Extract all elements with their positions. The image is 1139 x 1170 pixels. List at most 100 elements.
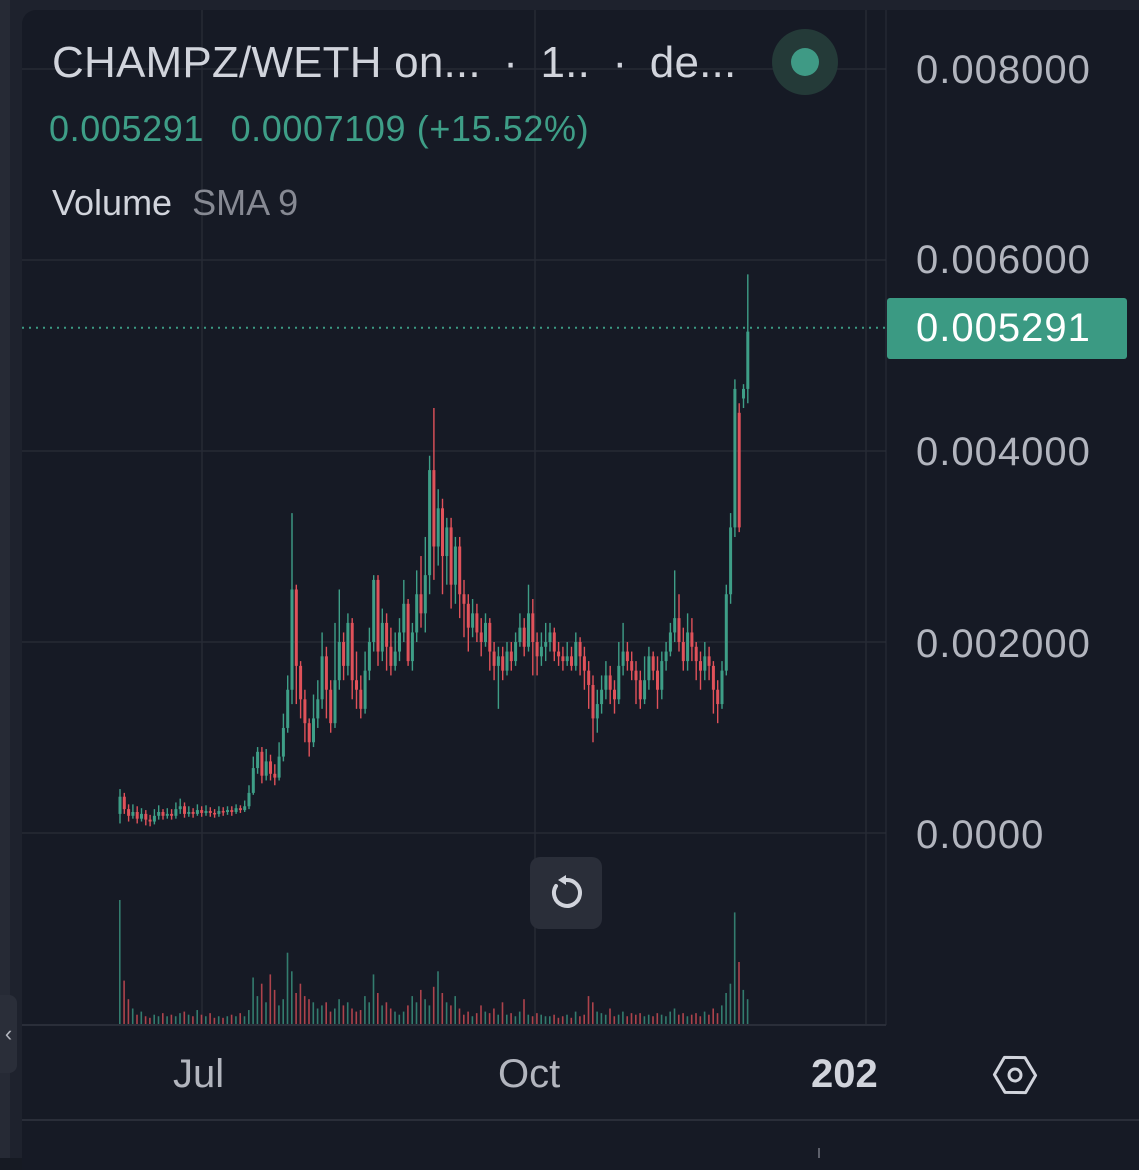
volume-legend[interactable]: Volume SMA 9 (52, 182, 298, 224)
candle-body (324, 656, 328, 690)
candle-body (548, 632, 552, 642)
volume-bar (432, 986, 435, 1024)
volume-bar (166, 1016, 168, 1024)
candle-body (638, 680, 642, 700)
candle-body (398, 632, 401, 652)
legend-title[interactable]: CHAMPZ/WETH on... · 1.. · de... (52, 38, 736, 88)
candle-body (471, 613, 475, 628)
candle-body (183, 806, 186, 814)
volume-label[interactable]: Volume (52, 182, 173, 223)
candle (509, 642, 513, 671)
candle-body (264, 761, 268, 776)
volume-bar (626, 1016, 628, 1024)
volume-bar (351, 1008, 353, 1024)
candle-body (389, 646, 393, 666)
volume-bar (407, 1005, 409, 1024)
volume-bar (733, 912, 736, 1024)
candle-body (312, 718, 315, 743)
volume-bar (587, 996, 590, 1024)
candle-body (281, 727, 285, 757)
candle (178, 798, 182, 814)
candle (557, 642, 561, 666)
candle (333, 622, 337, 728)
volume-bar (604, 1014, 607, 1024)
volume-bar (415, 1002, 418, 1024)
settings-button[interactable] (990, 1050, 1040, 1100)
candle-body (677, 618, 681, 642)
candle-body (355, 680, 358, 690)
candle (668, 622, 672, 657)
candle-body (286, 689, 290, 728)
candle-body (165, 813, 169, 816)
candle (505, 642, 509, 676)
candle (552, 627, 556, 662)
candle-body (660, 661, 664, 690)
candle (488, 618, 492, 671)
candle (324, 646, 328, 719)
volume-bar (316, 1008, 319, 1024)
chart-panel[interactable] (22, 10, 1139, 1170)
volume-bar (381, 1005, 383, 1024)
candle (720, 661, 724, 709)
candle-body (565, 656, 569, 662)
candle-body (742, 388, 745, 399)
candle (462, 579, 466, 638)
volume-bar (372, 974, 375, 1024)
candle (281, 713, 285, 762)
candle (565, 642, 569, 666)
candle (238, 805, 242, 813)
candle-body (690, 632, 694, 647)
volume-sma-label[interactable]: SMA 9 (192, 182, 299, 223)
candle (458, 536, 462, 619)
candle (243, 800, 247, 812)
reset-view-button[interactable] (530, 857, 602, 929)
candle-body (664, 651, 668, 662)
legend-source[interactable]: de... (649, 38, 737, 87)
legend-symbol[interactable]: CHAMPZ/WETH on... (52, 38, 481, 87)
volume-bar (394, 1011, 396, 1024)
candle (453, 536, 457, 604)
candle (329, 680, 333, 733)
candle (617, 642, 621, 705)
volume-bar (273, 989, 276, 1024)
status-dot-icon[interactable] (772, 29, 838, 95)
volume-bar (523, 999, 525, 1024)
volume-bar (437, 971, 439, 1024)
volume-bar (140, 1011, 143, 1024)
candle (716, 680, 720, 724)
volume-bar (295, 993, 297, 1024)
volume-bar (308, 999, 310, 1024)
volume-bar (368, 1002, 370, 1024)
volume-bar (312, 1002, 315, 1024)
candle (165, 808, 169, 819)
candle (539, 632, 543, 666)
candle-body (428, 470, 432, 576)
candle (355, 651, 358, 709)
candle-body (651, 656, 655, 671)
volume-bar (364, 996, 366, 1024)
candle (471, 599, 475, 638)
legend-interval[interactable]: 1.. (540, 38, 591, 87)
candle-body (195, 810, 199, 814)
volume-bar (162, 1013, 164, 1024)
volume-bar (712, 1008, 714, 1024)
volume-bar (321, 1005, 323, 1024)
volume-bar (527, 1014, 530, 1024)
candle-body (230, 810, 234, 812)
volume-bar (716, 1013, 719, 1024)
candle-body (359, 689, 363, 709)
volume-bar (725, 993, 727, 1024)
candle-body (191, 811, 195, 814)
candle (161, 809, 165, 820)
candle-body (432, 470, 436, 547)
candle-body (531, 613, 535, 642)
volume-bar (480, 1005, 482, 1024)
candle-body (604, 675, 608, 690)
candle (608, 665, 612, 705)
collapse-left-icon[interactable]: ‹ (0, 995, 17, 1073)
candle (733, 379, 737, 537)
candle-body (273, 773, 277, 778)
candle-body (673, 618, 677, 633)
